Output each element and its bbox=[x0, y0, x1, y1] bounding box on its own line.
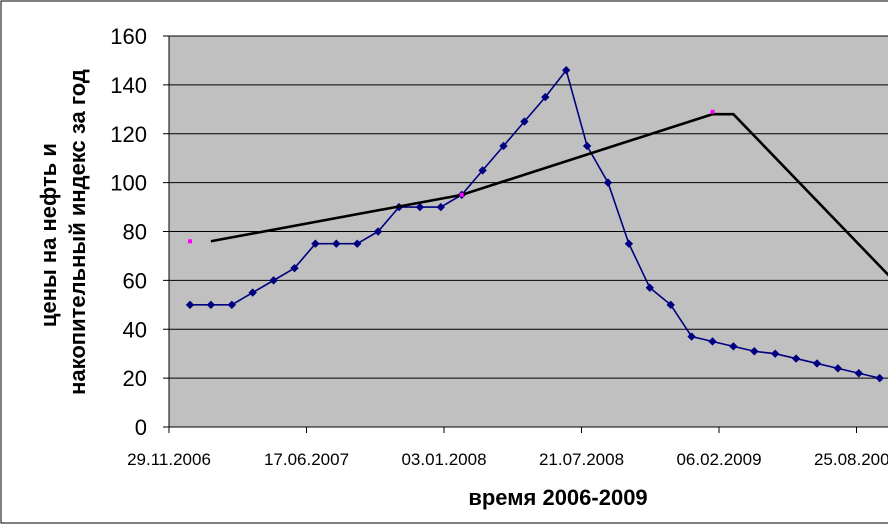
x-axis-label: время 2006-2009 bbox=[468, 485, 647, 510]
price-point bbox=[833, 364, 843, 373]
x-tick-label: 17.06.2007 bbox=[264, 450, 349, 469]
series-layer bbox=[185, 66, 888, 383]
price-point bbox=[185, 300, 195, 310]
y-tick-label: 80 bbox=[123, 220, 147, 245]
price-point bbox=[875, 373, 884, 383]
y-tick-label: 0 bbox=[135, 415, 147, 440]
y-tick-label: 40 bbox=[123, 317, 147, 342]
price-point bbox=[436, 202, 445, 212]
price-point bbox=[791, 354, 801, 363]
y-axis-label-line-1: цены на нефть и bbox=[36, 143, 61, 327]
y-tick-label: 120 bbox=[110, 122, 147, 147]
price-point bbox=[541, 92, 550, 102]
price-point bbox=[478, 166, 487, 175]
price-point bbox=[771, 349, 780, 358]
index-line bbox=[210, 112, 888, 277]
price-point bbox=[332, 239, 341, 248]
x-tick-label: 03.01.2008 bbox=[401, 450, 486, 469]
y-tick-label: 140 bbox=[110, 73, 147, 98]
y-axis-label-line-2: накопительный индекс за год bbox=[65, 69, 90, 395]
price-point bbox=[812, 359, 822, 368]
price-point bbox=[582, 141, 592, 151]
y-tick-label: 60 bbox=[123, 268, 147, 293]
price-point bbox=[311, 239, 320, 248]
y-axis-label: цены на нефть и накопительный индекс за … bbox=[36, 69, 90, 395]
x-tick-label: 06.02.2009 bbox=[676, 450, 761, 469]
axes bbox=[163, 35, 888, 433]
price-point bbox=[729, 342, 738, 351]
x-tick-label: 21.07.2008 bbox=[539, 450, 624, 469]
grid-lines bbox=[169, 35, 888, 379]
price-point bbox=[269, 276, 278, 285]
price-point bbox=[562, 66, 571, 75]
price-point bbox=[248, 288, 257, 297]
price-line bbox=[190, 68, 880, 379]
x-tick-label: 29.11.2006 bbox=[127, 450, 211, 469]
price-point bbox=[854, 369, 863, 378]
price-point bbox=[750, 347, 759, 356]
price-point bbox=[353, 239, 362, 248]
price-point bbox=[666, 300, 675, 310]
index-marker bbox=[459, 192, 464, 197]
price-point bbox=[290, 263, 299, 273]
price-point bbox=[520, 117, 529, 126]
y-tick-label: 20 bbox=[123, 366, 147, 391]
x-tick-label: 25.08.2009 bbox=[814, 450, 888, 469]
y-tick-labels: 0 20 40 60 80 100 120 140 160 bbox=[110, 24, 147, 440]
index-marker bbox=[188, 239, 192, 244]
x-tick-labels: 29.11.2006 17.06.2007 03.01.2008 21.07.2008… bbox=[127, 450, 888, 469]
price-point bbox=[227, 300, 236, 310]
price-point bbox=[206, 300, 216, 310]
price-point bbox=[708, 337, 717, 346]
price-point bbox=[499, 141, 508, 151]
price-point bbox=[624, 239, 634, 248]
price-point bbox=[687, 332, 696, 341]
price-point bbox=[373, 227, 383, 236]
index-marker bbox=[710, 109, 715, 114]
y-tick-label: 100 bbox=[110, 171, 147, 196]
price-point bbox=[645, 283, 654, 292]
price-point bbox=[415, 202, 425, 212]
price-point bbox=[603, 178, 613, 187]
y-tick-label: 160 bbox=[110, 24, 147, 49]
